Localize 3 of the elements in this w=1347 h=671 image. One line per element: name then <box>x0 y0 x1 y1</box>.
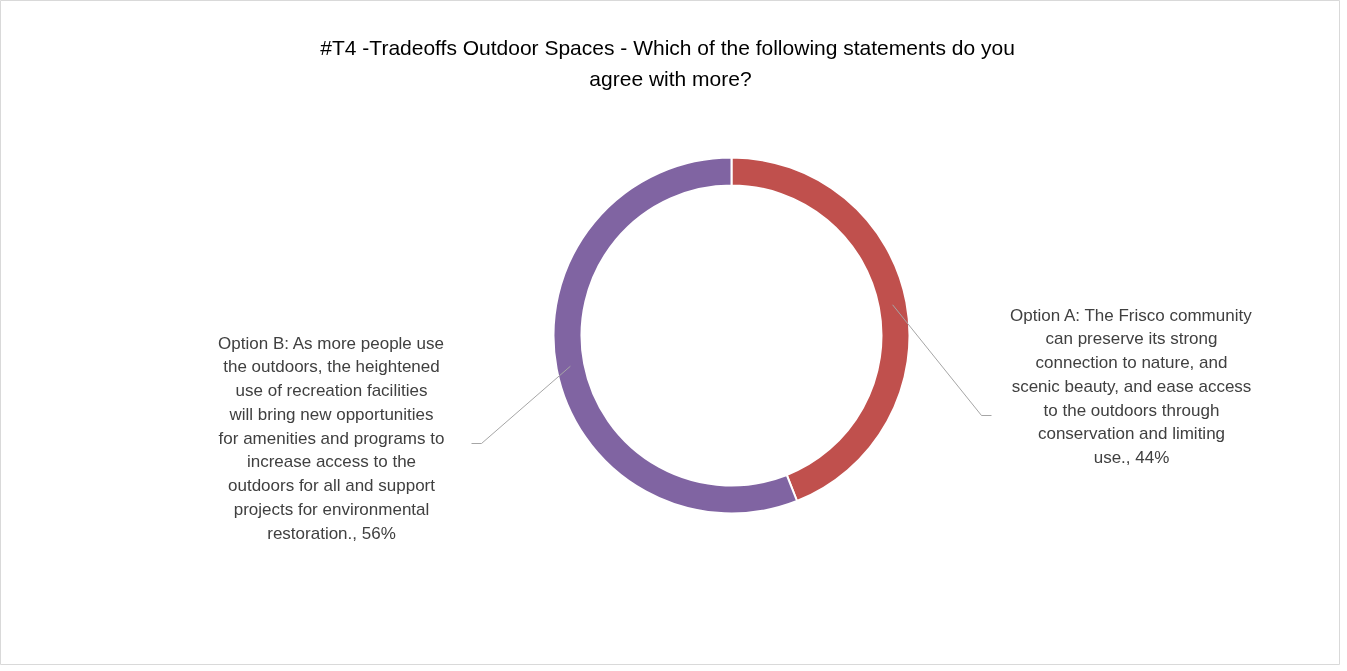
category-label: Option B: As more people use the outdoors, the heightened use of recreation facilities will bring new opportunities for amenities and programs to increase access to the outdoors for all and support projects for environmental restoration., 56% <box>218 333 445 543</box>
slice-label: Option A: The Frisco community can preserve its strong connection to nature, and scenic beauty, and ease access to the outdoors through conservation and limiting use., 44% <box>1010 305 1253 467</box>
chart-title: #T4 -Tradeoffs Outdoor Spaces - Which of the following statements do you agree with more? <box>320 35 1015 90</box>
